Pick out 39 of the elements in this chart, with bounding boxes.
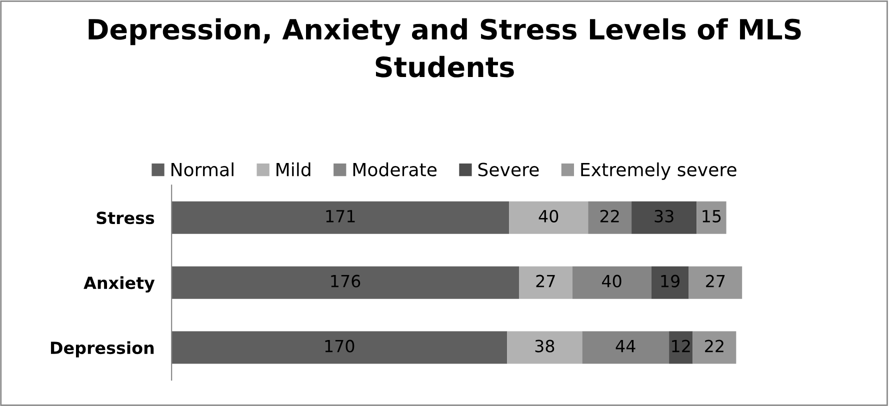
y-tick-label: Depression	[50, 341, 154, 358]
bar	[651, 266, 689, 299]
bar	[588, 201, 632, 234]
bar	[582, 331, 670, 364]
data-label: 15	[702, 210, 721, 222]
legend-label: Severe	[478, 162, 539, 176]
data-label: 33	[654, 210, 674, 222]
bar	[172, 201, 510, 234]
y-tick-label: Stress	[96, 212, 154, 224]
bar	[507, 331, 582, 364]
data-label: 170	[325, 340, 354, 352]
bar	[172, 331, 508, 364]
bar	[509, 201, 588, 234]
bar	[692, 331, 736, 364]
legend-label: Mild	[276, 162, 310, 176]
legend-label: Extremely severe	[581, 162, 736, 180]
y-tick-label: Anxiety	[84, 276, 155, 293]
bar	[519, 266, 572, 299]
data-label: 27	[706, 274, 725, 288]
data-label: 44	[616, 340, 636, 352]
data-label: 38	[535, 340, 554, 352]
legend-label: Moderate	[353, 162, 437, 176]
data-label: 176	[331, 274, 360, 288]
bar	[172, 266, 520, 299]
legend-label: Normal	[172, 162, 234, 176]
data-label: 22	[600, 210, 619, 222]
chart-title: Depression, Anxiety and Stress Levels of MLS Students	[88, 18, 801, 78]
data-label: 22	[705, 340, 724, 352]
data-label: 27	[536, 274, 555, 288]
bar	[696, 201, 726, 234]
bar	[669, 331, 693, 364]
data-label: 40	[538, 210, 558, 222]
data-label: 19	[661, 274, 680, 288]
bar	[572, 266, 652, 299]
data-label: 171	[326, 210, 355, 222]
data-label: 12	[672, 340, 690, 352]
data-label: 40	[602, 274, 622, 288]
bar	[688, 266, 742, 299]
bar	[632, 201, 697, 234]
